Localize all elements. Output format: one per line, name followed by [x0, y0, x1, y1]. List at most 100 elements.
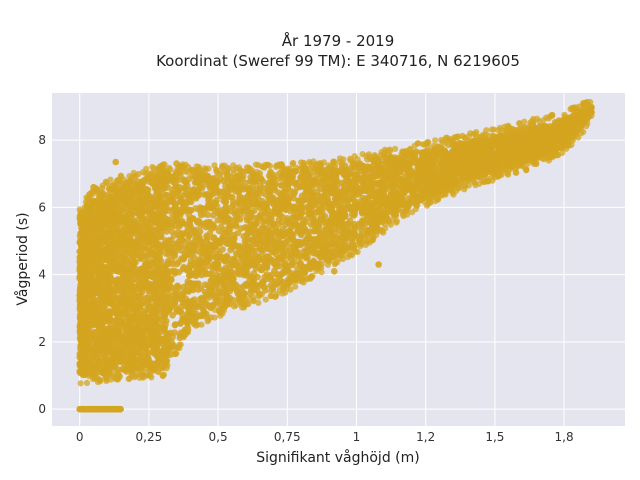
data-point [525, 139, 533, 147]
data-point [241, 290, 248, 298]
data-point [261, 217, 269, 224]
data-point [327, 240, 335, 247]
data-point [278, 181, 286, 189]
data-point [343, 234, 350, 242]
data-point [172, 321, 179, 328]
data-point [385, 159, 392, 167]
data-point [372, 196, 380, 204]
data-point [297, 203, 305, 211]
data-point [227, 278, 234, 286]
data-point [393, 168, 401, 175]
data-point [358, 176, 365, 184]
data-point [249, 247, 256, 255]
data-point [237, 225, 245, 232]
data-point [197, 222, 204, 229]
data-point [244, 243, 251, 250]
data-point [209, 234, 217, 242]
data-point [180, 254, 188, 262]
data-point [217, 294, 224, 301]
data-point [170, 296, 178, 303]
data-point [350, 212, 358, 219]
data-point [318, 198, 326, 206]
data-point [291, 188, 299, 196]
data-point [454, 147, 461, 154]
data-point [230, 284, 238, 291]
data-point [321, 235, 329, 242]
data-point [430, 163, 437, 171]
data-point [184, 278, 192, 285]
data-point [338, 206, 345, 214]
chart-title-line-1: År 1979 - 2019 [282, 31, 395, 50]
data-point [354, 170, 361, 177]
data-point [380, 192, 388, 200]
data-points [76, 98, 595, 387]
data-point [255, 263, 262, 270]
data-point [191, 254, 198, 261]
data-point [259, 198, 266, 205]
data-point [459, 154, 466, 162]
data-point [553, 126, 560, 133]
data-point [248, 274, 255, 281]
data-point [200, 206, 207, 213]
data-point [209, 291, 217, 298]
data-point [182, 295, 190, 303]
data-point [255, 214, 262, 222]
data-point [467, 143, 474, 150]
data-point [173, 240, 181, 248]
data-point [202, 300, 209, 307]
data-point [243, 198, 250, 206]
data-point [317, 205, 325, 213]
data-point [437, 149, 445, 157]
zero-band [76, 405, 124, 413]
data-point [203, 234, 210, 242]
data-point [219, 246, 226, 253]
data-point [259, 178, 267, 185]
data-point [185, 175, 193, 183]
data-point [263, 226, 271, 234]
data-point [328, 233, 336, 241]
data-point [169, 250, 176, 257]
data-point [235, 246, 243, 253]
data-point [369, 178, 377, 185]
data-point [76, 353, 83, 361]
data-point [452, 167, 460, 175]
data-point [205, 192, 212, 200]
data-point [297, 260, 304, 268]
data-point [166, 237, 173, 244]
data-point [167, 243, 175, 250]
data-point [267, 179, 275, 186]
data-point [444, 162, 452, 169]
data-point [299, 265, 307, 273]
data-point [247, 191, 255, 198]
data-point [185, 232, 193, 240]
data-point [363, 227, 371, 234]
data-point [195, 269, 203, 277]
data-point [324, 250, 332, 257]
data-point [253, 236, 261, 243]
data-point [397, 176, 405, 184]
data-point [175, 188, 182, 196]
data-point [227, 268, 235, 275]
data-point [449, 173, 457, 181]
data-point [275, 273, 282, 281]
data-point [262, 209, 270, 217]
data-point [212, 253, 219, 261]
data-point [195, 185, 202, 193]
data-point [298, 176, 305, 184]
data-point [240, 283, 247, 290]
data-point [345, 227, 352, 234]
data-point [229, 194, 236, 201]
data-point [444, 156, 451, 164]
data-point [288, 250, 295, 257]
data-point [340, 191, 348, 199]
data-point [236, 271, 243, 278]
data-point [190, 246, 198, 254]
data-point [313, 227, 321, 235]
data-point [173, 182, 180, 190]
data-point [390, 184, 397, 191]
data-point [450, 152, 457, 160]
zero-value-point [117, 405, 124, 413]
data-point [179, 237, 187, 244]
data-point [317, 253, 325, 260]
